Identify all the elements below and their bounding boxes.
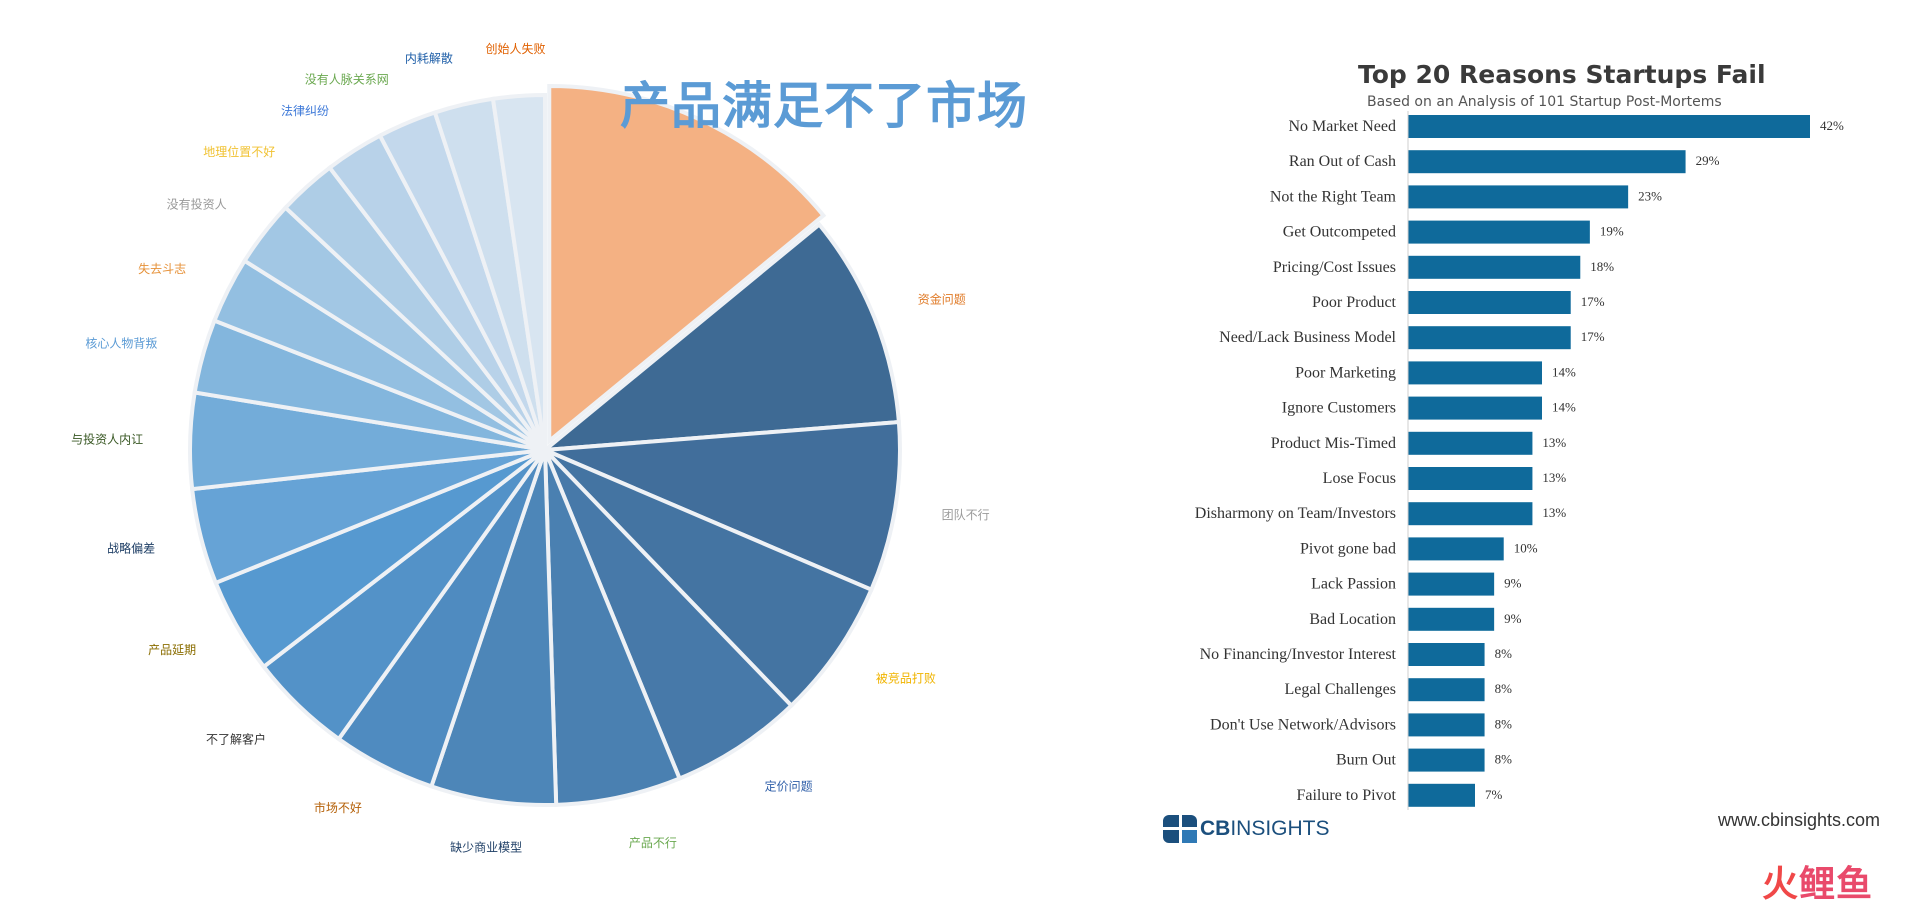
bar-category-label: Ignore Customers <box>1282 400 1396 417</box>
bar-value-label: 13% <box>1542 470 1566 485</box>
cb-insights-logo: CBINSIGHTS <box>1162 814 1330 844</box>
bar-category-label: Pricing/Cost Issues <box>1273 259 1396 276</box>
bar-chart-title: Top 20 Reasons Startups Fail <box>1358 60 1766 89</box>
bar-category-label: Burn Out <box>1336 752 1397 769</box>
cb-insights-logo-icon <box>1163 815 1197 843</box>
pie-slice-label: 与投资人内讧 <box>71 431 143 446</box>
bar <box>1408 185 1629 209</box>
bar <box>1408 291 1571 314</box>
bar-value-label: 29% <box>1696 153 1720 168</box>
pie-slice-label: 资金问题 <box>918 292 966 307</box>
bar-value-label: 8% <box>1495 646 1513 661</box>
pie-slice <box>538 221 902 453</box>
bar <box>1408 537 1504 561</box>
pie-slice-label: 核心人物背叛 <box>85 337 157 351</box>
bar-category-label: Pivot gone bad <box>1300 540 1396 557</box>
bar <box>1408 115 1810 138</box>
bar-value-label: 42% <box>1820 118 1844 133</box>
bar-category-label: Get Outcompeted <box>1283 224 1396 241</box>
bar <box>1408 150 1686 174</box>
bar <box>1408 255 1581 279</box>
pie-slice-label: 定价问题 <box>765 779 813 794</box>
pie-slice <box>544 419 902 593</box>
bar-value-label: 17% <box>1581 329 1605 344</box>
bar <box>1408 431 1533 455</box>
bar-category-label: Disharmony on Team/Investors <box>1195 505 1396 522</box>
bar-value-label: 19% <box>1600 224 1624 239</box>
pie-slice-label: 没有人脉关系网 <box>305 72 389 87</box>
bar-value-label: 8% <box>1495 681 1513 696</box>
pie-slice-label: 产品延期 <box>148 643 196 657</box>
bar-category-label: Product Mis-Timed <box>1271 435 1396 452</box>
bar-value-label: 9% <box>1504 611 1522 626</box>
pie-slice-label: 地理位置不好 <box>203 144 275 159</box>
bar-category-label: Bad Location <box>1309 611 1396 628</box>
bar <box>1408 467 1533 490</box>
bar <box>1408 572 1495 596</box>
bar-chart-subtitle: Based on an Analysis of 101 Startup Post… <box>1367 94 1722 110</box>
pie-slice-label: 产品不行 <box>629 836 677 850</box>
pie-slice-label: 市场不好 <box>314 800 362 815</box>
bar-value-label: 10% <box>1514 540 1538 555</box>
pie-slice <box>543 448 874 709</box>
pie-slice <box>490 92 547 451</box>
bar <box>1408 396 1542 420</box>
bar-value-label: 7% <box>1485 787 1503 802</box>
bar-category-label: Failure to Pivot <box>1296 787 1396 804</box>
bar <box>1408 607 1495 631</box>
bar-value-label: 18% <box>1590 259 1614 274</box>
source-url: www.cbinsights.com <box>1718 810 1881 830</box>
bar-category-label: Poor Marketing <box>1295 364 1396 381</box>
pie-slice-label: 创始人失败 <box>485 41 545 56</box>
pie-slice <box>543 449 683 807</box>
bar-value-label: 17% <box>1581 294 1605 309</box>
pie-slice-label: 内耗解散 <box>405 51 453 66</box>
bar-value-label: 23% <box>1638 188 1662 203</box>
pie-slice <box>543 448 795 782</box>
pie-slice-label: 缺少商业模型 <box>450 840 522 855</box>
bar <box>1408 748 1485 772</box>
bar-value-label: 13% <box>1542 435 1566 450</box>
bar-value-label: 8% <box>1495 716 1513 731</box>
cb-insights-wordmark: CBINSIGHTS <box>1200 817 1330 840</box>
bar-value-label: 8% <box>1495 752 1513 767</box>
bar-category-label: Poor Product <box>1312 294 1397 311</box>
bar-category-label: Lose Focus <box>1323 470 1396 487</box>
pie-slice-label: 法律纠纷 <box>281 104 329 118</box>
bar <box>1408 643 1485 666</box>
pie-chart-title: 产品满足不了市场 <box>620 77 1028 135</box>
bar-chart: No Market Need 42% Ran Out of Cash 29% Not t… <box>1195 111 1844 810</box>
bar-value-label: 9% <box>1504 576 1522 591</box>
bar-category-label: Lack Passion <box>1311 576 1396 593</box>
bar <box>1408 220 1590 244</box>
watermark-logo: 火鲤鱼 <box>1762 864 1874 905</box>
bar-category-label: No Financing/Investor Interest <box>1200 646 1397 663</box>
pie-slice-label: 被竞品打败 <box>876 670 936 685</box>
bar <box>1408 502 1533 526</box>
bar-category-label: No Market Need <box>1288 118 1396 135</box>
pie-slice-label: 战略偏差 <box>107 540 155 555</box>
bar-value-label: 13% <box>1542 505 1566 520</box>
pie-slice-label: 失去斗志 <box>138 261 186 276</box>
bar-category-label: Not the Right Team <box>1270 188 1397 205</box>
pie-slice-label: 不了解客户 <box>206 731 266 746</box>
bar <box>1408 361 1542 385</box>
bar-category-label: Don't Use Network/Advisors <box>1210 716 1396 733</box>
bar <box>1408 678 1485 702</box>
pie-slice-label: 没有投资人 <box>167 197 227 212</box>
bar <box>1408 783 1475 807</box>
pie-slice <box>547 83 827 446</box>
bar-value-label: 14% <box>1552 400 1576 415</box>
pie-slice <box>428 449 559 807</box>
bar-category-label: Legal Challenges <box>1284 681 1396 698</box>
bar <box>1408 713 1485 737</box>
bar-category-label: Ran Out of Cash <box>1289 153 1396 170</box>
bar-value-label: 14% <box>1552 364 1576 379</box>
bar-category-label: Need/Lack Business Model <box>1219 329 1396 346</box>
pie-slice-label: 团队不行 <box>942 507 990 522</box>
bar <box>1408 326 1571 350</box>
